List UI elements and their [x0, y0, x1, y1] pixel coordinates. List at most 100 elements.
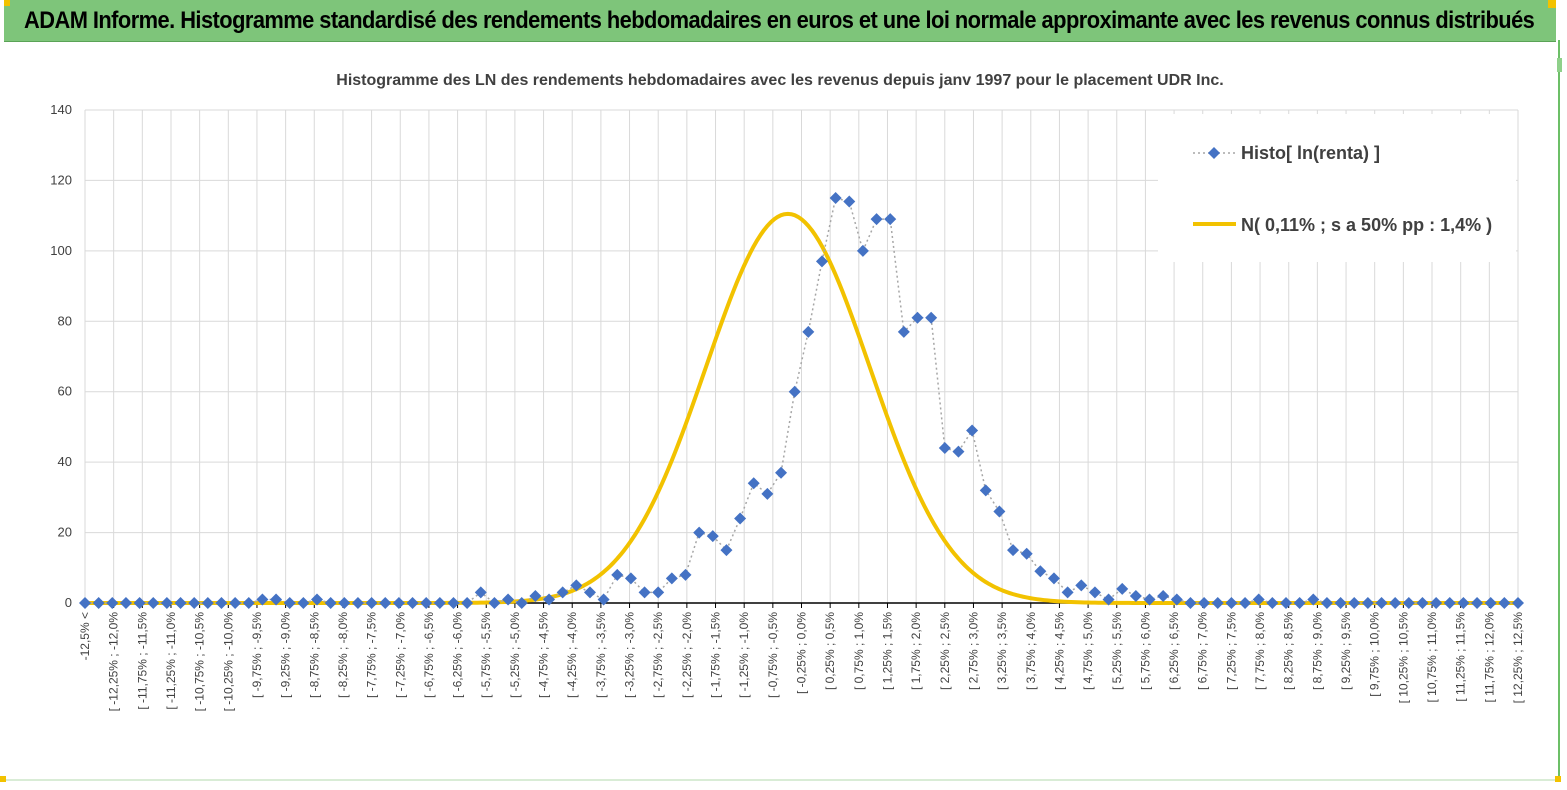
histo-line [85, 197, 1518, 604]
x-tick-label: [ 2,25% ; 2,5% [938, 612, 952, 690]
histo-point [351, 597, 364, 609]
histo-point [1361, 597, 1374, 609]
histo-point [147, 597, 160, 609]
y-tick-label: 140 [50, 102, 72, 117]
x-tick-label: [ -10,25% ; -10,0% [221, 612, 235, 712]
histo-point [1007, 544, 1020, 557]
x-tick-label: [ 1,25% ; 1,5% [880, 612, 894, 690]
x-tick-label: [ 1,75% ; 2,0% [909, 612, 923, 690]
histo-point [761, 487, 774, 500]
x-tick-label: [ -6,25% ; -6,0% [451, 612, 465, 698]
histo-point [1184, 597, 1197, 609]
x-tick-label: [ -4,25% ; -4,0% [565, 612, 579, 698]
histo-point [229, 597, 242, 609]
x-tick-label: [ 9,25% ; 9,5% [1339, 612, 1353, 690]
x-tick-label: [ 3,25% ; 3,5% [995, 612, 1009, 690]
x-tick-label: [ -4,75% ; -4,5% [537, 612, 551, 698]
histo-point [993, 505, 1006, 518]
histo-point [884, 213, 897, 226]
histo-point [188, 597, 201, 609]
histo-point [1020, 547, 1033, 560]
histo-point [693, 526, 706, 539]
bottom-left-accent [0, 776, 6, 782]
histo-point [543, 593, 556, 606]
histo-point [1375, 597, 1388, 609]
y-tick-label: 100 [50, 243, 72, 258]
x-tick-label: [ -3,25% ; -3,0% [623, 612, 637, 698]
histo-point [1512, 597, 1524, 609]
histo-point [392, 597, 405, 609]
histo-point [952, 445, 965, 458]
histo-point [583, 586, 596, 599]
histo-point [1211, 597, 1224, 609]
histo-point [311, 593, 324, 606]
x-tick-label: [ 7,25% ; 7,5% [1224, 612, 1238, 690]
y-tick-label: 60 [58, 384, 72, 399]
histo-point [474, 586, 487, 599]
histo-point [1239, 597, 1252, 609]
histo-point [270, 593, 283, 606]
histo-point [775, 466, 788, 479]
histo-point [1389, 597, 1402, 609]
x-tick-label: [ 0,25% ; 0,5% [823, 612, 837, 690]
histo-point [1252, 593, 1265, 606]
chart-legend: Histo[ ln(renta) ] N( 0,11% ; s a 50% pp… [1158, 114, 1516, 262]
x-tick-label: [ 4,25% ; 4,5% [1052, 612, 1066, 690]
histo-point [925, 311, 938, 324]
histo-point [1307, 593, 1320, 606]
x-tick-label: [ -9,75% ; -9,5% [250, 612, 264, 698]
histo-point [447, 597, 460, 609]
histo-point [1348, 597, 1361, 609]
histo-point [1075, 579, 1088, 592]
histo-point [611, 568, 624, 581]
x-tick-label: [ 10,25% ; 10,5% [1396, 612, 1410, 704]
histo-point [1102, 593, 1115, 606]
legend-normal-label: N( 0,11% ; s a 50% pp : 1,4% ) [1241, 215, 1492, 235]
x-tick-label: [ -7,75% ; -7,5% [365, 612, 379, 698]
x-tick-label: [ 10,75% ; 11,0% [1425, 612, 1439, 703]
x-tick-label: [ 2,75% ; 3,0% [966, 612, 980, 690]
histo-point [870, 213, 883, 226]
histo-point [788, 385, 801, 398]
histo-point [106, 597, 119, 609]
histo-point [1471, 597, 1484, 609]
legend-box [1158, 114, 1516, 262]
histo-point [215, 597, 228, 609]
histo-point [734, 512, 747, 525]
histo-point [1088, 586, 1101, 599]
y-tick-label: 40 [58, 454, 72, 469]
legend-histo-label: Histo[ ln(renta) ] [1241, 143, 1380, 163]
histo-point [1143, 593, 1156, 606]
histo-point [556, 586, 569, 599]
histo-point [829, 192, 842, 205]
histo-point [966, 424, 979, 437]
histo-point [461, 597, 474, 609]
x-tick-label: -12,5% < [78, 612, 92, 660]
histo-point [597, 593, 610, 606]
x-tick-label: [ 5,25% ; 5,5% [1110, 612, 1124, 690]
histo-point [638, 586, 651, 599]
page-title: ADAM Informe. Histogramme standardisé de… [24, 7, 1535, 34]
histo-point [652, 586, 665, 599]
histo-point [1402, 597, 1415, 609]
normal-curve-series [85, 211, 1518, 605]
histo-point [1225, 597, 1238, 609]
histo-point [174, 597, 187, 609]
histo-point [433, 597, 446, 609]
header-corner-left-accent [4, 0, 10, 6]
histo-point [897, 325, 910, 338]
histo-point [706, 530, 719, 543]
header-bar: ADAM Informe. Histogramme standardisé de… [4, 0, 1556, 42]
histo-point [815, 255, 828, 268]
histo-point [1170, 593, 1183, 606]
histo-point [624, 572, 637, 585]
histo-point [1061, 586, 1074, 599]
x-tick-label: [ 6,25% ; 6,5% [1167, 612, 1181, 690]
histo-point [938, 442, 951, 455]
x-tick-label: [ 11,75% ; 12,0% [1482, 612, 1496, 703]
histo-point [502, 593, 515, 606]
histo-point [133, 597, 146, 609]
x-tick-label: [ -2,25% ; -2,0% [680, 612, 694, 698]
histo-point [720, 544, 733, 557]
x-axis-ticks: -12,5% < [ -12,25% ; -12,0% [ -11,75% ; -1… [78, 603, 1525, 711]
